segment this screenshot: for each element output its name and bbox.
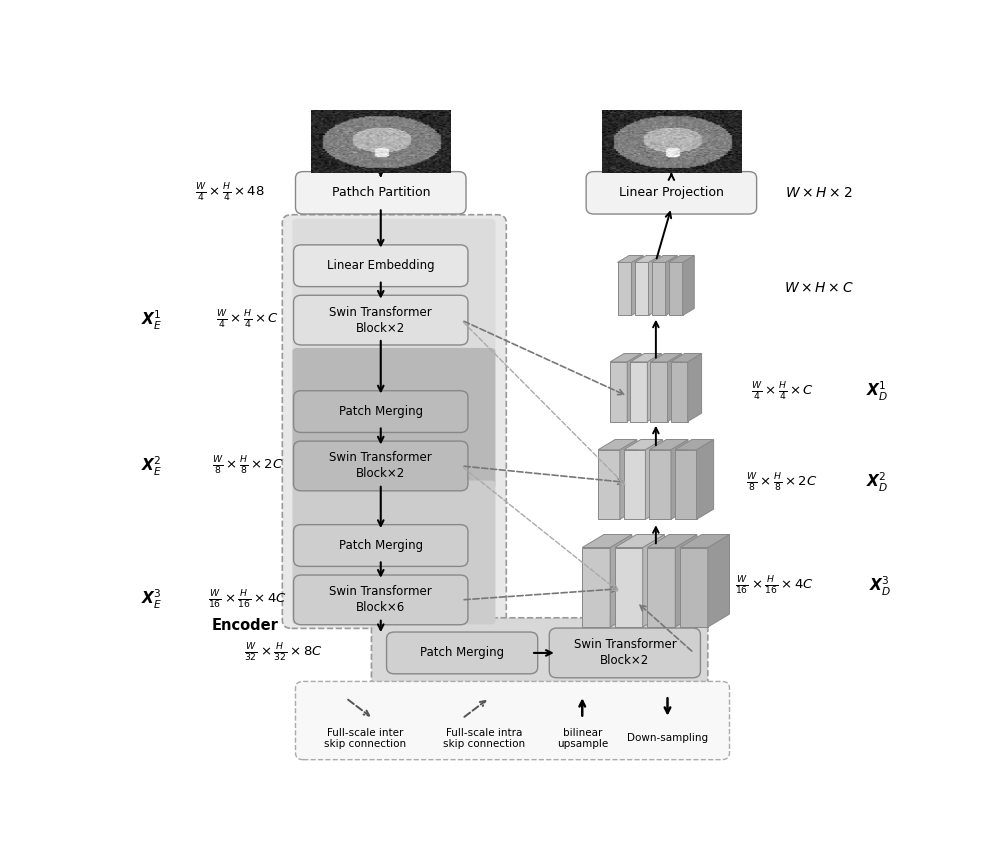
Polygon shape [668,354,681,422]
Text: Full-scale inter
skip connection: Full-scale inter skip connection [324,728,406,749]
Polygon shape [582,535,632,548]
Text: Swin Transformer
Block×2: Swin Transformer Block×2 [329,306,432,335]
Polygon shape [630,362,647,422]
FancyBboxPatch shape [292,219,495,356]
Text: $\boldsymbol{X}_D^1$: $\boldsymbol{X}_D^1$ [866,380,888,403]
Text: $\boldsymbol{X}_E^3$: $\boldsymbol{X}_E^3$ [141,588,163,611]
Polygon shape [647,354,661,422]
Polygon shape [680,535,730,548]
Polygon shape [675,535,697,627]
Polygon shape [635,263,649,315]
Polygon shape [671,439,688,519]
Text: $\frac{W}{8} \times \frac{H}{8} \times 2C$: $\frac{W}{8} \times \frac{H}{8} \times 2… [746,472,818,493]
Polygon shape [697,439,714,519]
Text: $W \times H \times C$: $W \times H \times C$ [784,281,854,294]
Text: Patch Merging: Patch Merging [420,647,504,660]
Text: Full-scale intra
skip connection: Full-scale intra skip connection [443,728,525,749]
FancyBboxPatch shape [294,295,468,345]
Polygon shape [618,256,643,263]
FancyBboxPatch shape [387,632,538,674]
Polygon shape [649,256,660,315]
FancyBboxPatch shape [296,171,466,214]
Text: bilinear
upsample: bilinear upsample [557,728,608,749]
Polygon shape [643,535,664,627]
Polygon shape [624,449,645,519]
Polygon shape [683,256,694,315]
Text: Swin Transformer
Block×2: Swin Transformer Block×2 [329,451,432,480]
Text: Patch Merging: Patch Merging [339,539,423,552]
Polygon shape [708,535,730,627]
Text: $\frac{W}{4} \times \frac{H}{4} \times C$: $\frac{W}{4} \times \frac{H}{4} \times C… [751,381,814,403]
Polygon shape [650,354,681,362]
Polygon shape [652,263,666,315]
FancyBboxPatch shape [294,575,468,625]
Polygon shape [582,548,610,627]
Polygon shape [688,354,702,422]
Polygon shape [598,449,620,519]
Polygon shape [671,362,688,422]
Polygon shape [618,263,631,315]
Polygon shape [630,354,661,362]
FancyBboxPatch shape [292,480,495,624]
Polygon shape [624,439,662,449]
Polygon shape [675,439,714,449]
Text: $\frac{W}{16} \times \frac{H}{16} \times 4C$: $\frac{W}{16} \times \frac{H}{16} \times… [208,589,287,611]
Polygon shape [627,354,641,422]
Polygon shape [666,256,677,315]
Polygon shape [631,256,643,315]
Polygon shape [650,362,668,422]
Text: $\frac{W}{16} \times \frac{H}{16} \times 4C$: $\frac{W}{16} \times \frac{H}{16} \times… [735,575,814,597]
Polygon shape [615,535,664,548]
FancyBboxPatch shape [294,441,468,491]
Text: Swin Transformer
Block×2: Swin Transformer Block×2 [574,638,676,667]
Polygon shape [669,263,683,315]
Text: Encoder: Encoder [212,617,279,633]
Text: $\boldsymbol{X}_E^2$: $\boldsymbol{X}_E^2$ [141,455,163,478]
Polygon shape [680,548,708,627]
Polygon shape [635,256,660,263]
Text: $\boldsymbol{X}_D^3$: $\boldsymbol{X}_D^3$ [869,574,892,598]
Text: $\boldsymbol{X}_D^2$: $\boldsymbol{X}_D^2$ [866,471,888,494]
Polygon shape [669,256,694,263]
Polygon shape [652,256,677,263]
Polygon shape [649,439,688,449]
Text: $W \times H \times 2$: $W \times H \times 2$ [785,186,852,200]
Text: Pathch Partition: Pathch Partition [332,186,430,199]
Text: $\frac{W}{32} \times \frac{H}{32} \times 8C$: $\frac{W}{32} \times \frac{H}{32} \times… [244,641,323,664]
Text: Linear Projection: Linear Projection [619,186,724,199]
Text: $\frac{W}{8} \times \frac{H}{8} \times 2C$: $\frac{W}{8} \times \frac{H}{8} \times 2… [212,455,283,477]
Text: Patch Merging: Patch Merging [339,406,423,418]
Polygon shape [610,354,641,362]
Text: Down-sampling: Down-sampling [627,734,708,743]
Polygon shape [615,548,643,627]
Polygon shape [671,354,702,362]
Polygon shape [620,439,637,519]
Text: Swin Transformer
Block×6: Swin Transformer Block×6 [329,585,432,615]
FancyBboxPatch shape [294,524,468,567]
Polygon shape [645,439,662,519]
Text: $\boldsymbol{X}_E^1$: $\boldsymbol{X}_E^1$ [141,308,163,331]
Polygon shape [675,449,697,519]
Polygon shape [647,535,697,548]
FancyBboxPatch shape [294,245,468,287]
Polygon shape [598,439,637,449]
FancyBboxPatch shape [282,214,506,629]
FancyBboxPatch shape [296,681,730,759]
FancyBboxPatch shape [586,171,757,214]
Polygon shape [610,362,627,422]
Polygon shape [647,548,675,627]
FancyBboxPatch shape [371,618,708,688]
FancyBboxPatch shape [294,391,468,432]
Polygon shape [649,449,671,519]
FancyBboxPatch shape [292,348,495,488]
Polygon shape [610,535,632,627]
Text: $\frac{W}{4} \times \frac{H}{4} \times 48$: $\frac{W}{4} \times \frac{H}{4} \times 4… [195,182,265,204]
Text: $\frac{W}{4} \times \frac{H}{4} \times C$: $\frac{W}{4} \times \frac{H}{4} \times C… [216,309,279,331]
Text: Linear Embedding: Linear Embedding [327,259,435,272]
FancyBboxPatch shape [549,628,700,678]
